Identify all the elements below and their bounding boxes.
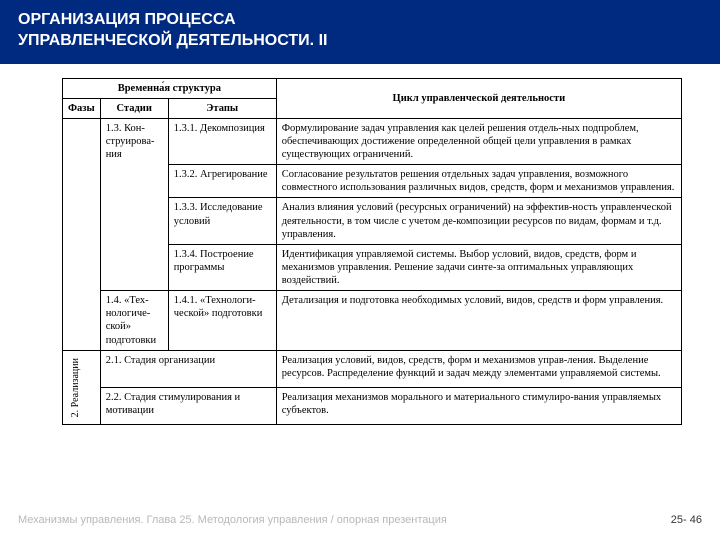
cell-cycle-132: Согласование результатов решения отдельн…: [276, 165, 681, 198]
th-stage: Стадии: [100, 98, 168, 118]
cell-step-132: 1.3.2. Агрегирование: [168, 165, 276, 198]
cell-stage-1-3: 1.3. Кон-струирова-ния: [100, 118, 168, 290]
cell-stage-2-2: 2.2. Стадия стимулирования и мотивации: [100, 387, 276, 424]
th-cycle: Цикл управленческой деятельности: [276, 78, 681, 118]
cell-stage-1-4: 1.4. «Тех-нологиче-ской» подготовки: [100, 291, 168, 351]
cell-step-133: 1.3.3. Исследование условий: [168, 198, 276, 244]
slide-title-bar: ОРГАНИЗАЦИЯ ПРОЦЕССА УПРАВЛЕНЧЕСКОЙ ДЕЯТ…: [0, 0, 720, 64]
table-row: 1.4. «Тех-нологиче-ской» подготовки 1.4.…: [63, 291, 682, 351]
footer-text: Механизмы управления. Глава 25. Методоло…: [18, 514, 447, 526]
table-row: 1.3. Кон-струирова-ния 1.3.1. Декомпозиц…: [63, 118, 682, 164]
cell-step-134: 1.3.4. Построение программы: [168, 244, 276, 290]
title-line-1: ОРГАНИЗАЦИЯ ПРОЦЕССА: [18, 10, 702, 31]
cell-stage-2-1: 2.1. Стадия организации: [100, 350, 276, 387]
phase-2-label: 2. Реализации: [68, 354, 85, 421]
cell-phase-1: [63, 118, 101, 350]
management-table: Временна́я структура Цикл управленческой…: [62, 78, 682, 425]
th-step: Этапы: [168, 98, 276, 118]
title-line-2: УПРАВЛЕНЧЕСКОЙ ДЕЯТЕЛЬНОСТИ. II: [18, 31, 702, 52]
cell-cycle-141: Детализация и подготовка необходимых усл…: [276, 291, 681, 351]
table-row: 2.2. Стадия стимулирования и мотивации Р…: [63, 387, 682, 424]
table-row: 2. Реализации 2.1. Стадия организации Ре…: [63, 350, 682, 387]
cell-cycle-133: Анализ влияния условий (ресурсных ограни…: [276, 198, 681, 244]
th-group-temporal: Временна́я структура: [63, 78, 277, 98]
table-container: Временна́я структура Цикл управленческой…: [0, 64, 720, 425]
cell-step-141: 1.4.1. «Технологи-ческой» подготовки: [168, 291, 276, 351]
cell-phase-2: 2. Реализации: [63, 350, 101, 424]
cell-cycle-22: Реализация механизмов морального и матер…: [276, 387, 681, 424]
cell-cycle-131: Формулирование задач управления как целе…: [276, 118, 681, 164]
cell-step-131: 1.3.1. Декомпозиция: [168, 118, 276, 164]
slide-footer: Механизмы управления. Глава 25. Методоло…: [18, 514, 702, 526]
cell-cycle-21: Реализация условий, видов, средств, форм…: [276, 350, 681, 387]
cell-cycle-134: Идентификация управляемой системы. Выбор…: [276, 244, 681, 290]
page-number: 25- 46: [671, 514, 702, 526]
th-phase: Фазы: [63, 98, 101, 118]
